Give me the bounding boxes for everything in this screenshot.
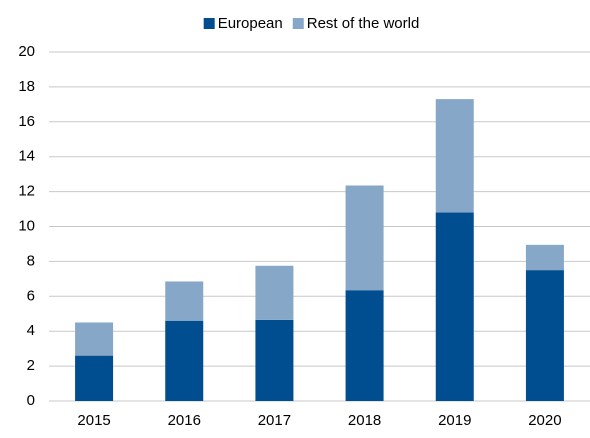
x-tick-label: 2018 bbox=[348, 412, 381, 429]
y-tick-label: 16 bbox=[18, 113, 35, 130]
bar-segment bbox=[435, 212, 474, 401]
legend-swatch bbox=[203, 18, 215, 29]
x-tick-label: 2016 bbox=[168, 412, 201, 429]
y-tick-label: 10 bbox=[18, 217, 35, 234]
x-tick-label: 2015 bbox=[77, 412, 110, 429]
x-tick-label: 2020 bbox=[528, 412, 561, 429]
legend-label: Rest of the world bbox=[307, 15, 420, 32]
bar-segment bbox=[255, 265, 294, 320]
bar-segment bbox=[345, 185, 384, 291]
y-tick-label: 6 bbox=[27, 287, 35, 304]
y-tick-label: 8 bbox=[27, 252, 35, 269]
bar-segment bbox=[255, 319, 294, 401]
bar-segment bbox=[525, 244, 564, 271]
x-tick-label: 2017 bbox=[258, 412, 291, 429]
y-tick-label: 0 bbox=[27, 392, 35, 409]
bar-segment bbox=[165, 320, 204, 401]
y-tick-label: 12 bbox=[18, 183, 35, 200]
y-tick-label: 20 bbox=[18, 43, 35, 60]
bar-segment bbox=[435, 99, 474, 213]
y-tick-label: 14 bbox=[18, 148, 35, 165]
bar-segment bbox=[525, 270, 564, 401]
y-tick-label: 2 bbox=[27, 357, 35, 374]
legend-swatch bbox=[292, 18, 304, 29]
y-tick-label: 18 bbox=[18, 78, 35, 95]
legend-label: European bbox=[218, 15, 283, 32]
bar-segment bbox=[75, 355, 114, 401]
x-tick-label: 2019 bbox=[438, 412, 471, 429]
bar-segment bbox=[345, 290, 384, 401]
bar-segment bbox=[165, 281, 204, 321]
bar-segment bbox=[75, 322, 114, 356]
y-tick-label: 4 bbox=[27, 322, 35, 339]
